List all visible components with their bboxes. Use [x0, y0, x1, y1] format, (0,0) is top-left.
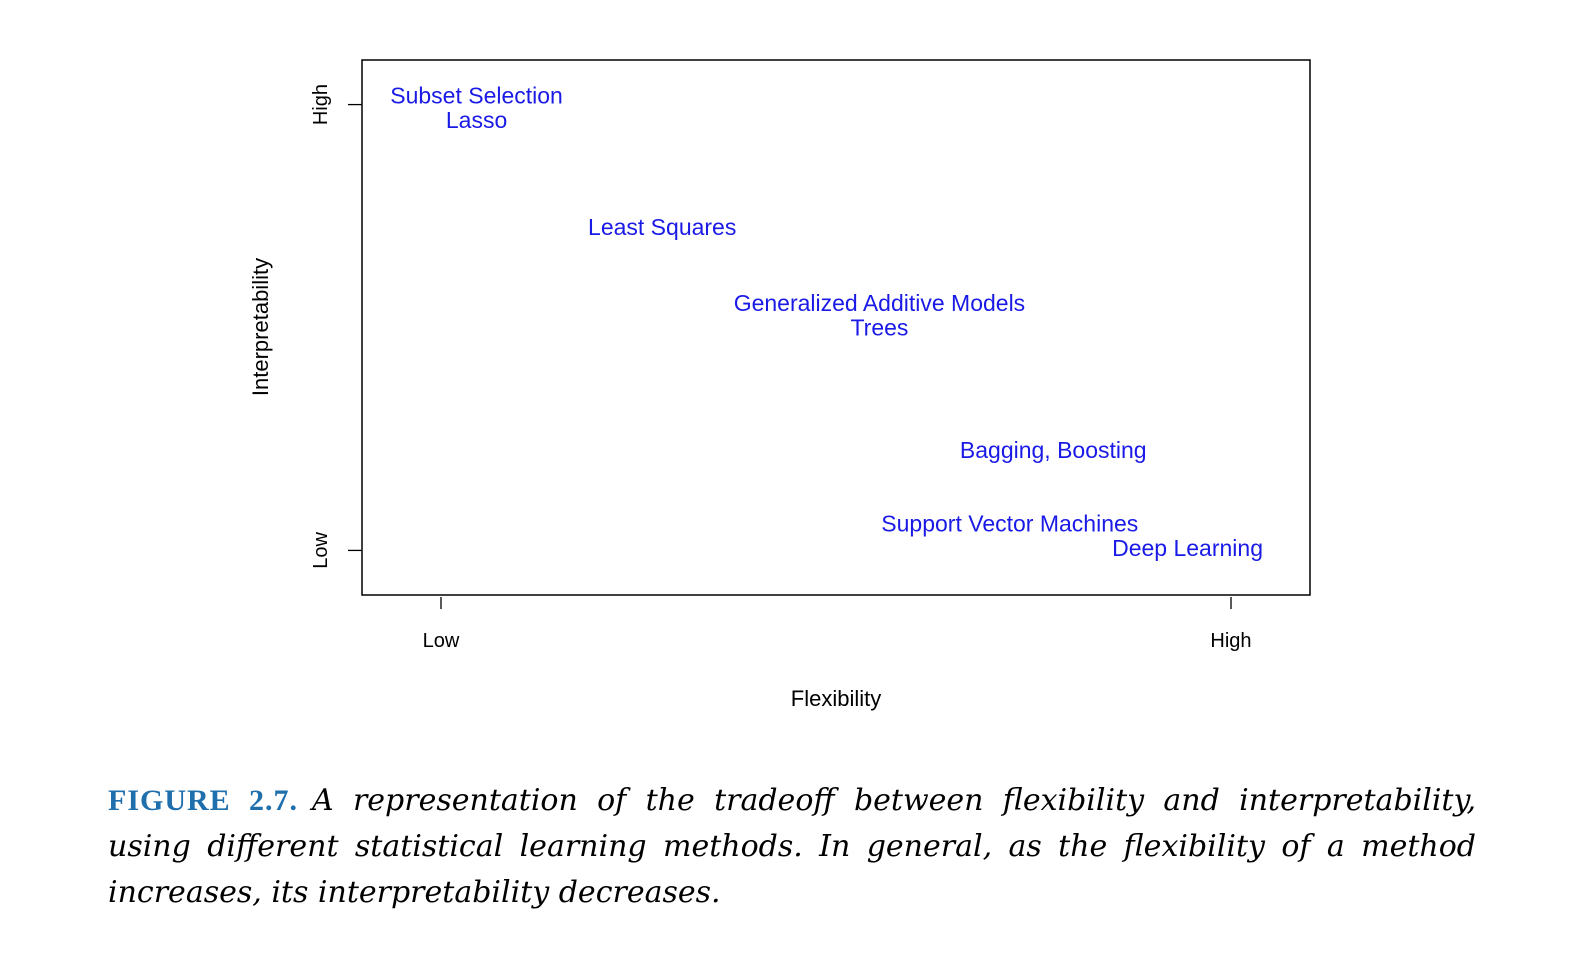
method-label: Generalized Additive Models: [734, 290, 1026, 316]
plot-frame: [361, 59, 1311, 596]
method-label: Deep Learning: [1112, 535, 1263, 561]
x-axis-title: Flexibility: [791, 686, 881, 711]
x-axis: Low High: [423, 597, 1252, 652]
y-axis: Low High: [310, 84, 362, 569]
method-label: Subset Selection: [390, 83, 563, 109]
figure-label: FIGURE 2.7.: [108, 784, 298, 817]
x-tick-label: High: [1210, 630, 1251, 652]
figure-caption: FIGURE 2.7. A representation of the trade…: [108, 778, 1476, 916]
method-label: Least Squares: [588, 214, 736, 240]
y-axis-title: Interpretability: [248, 258, 273, 396]
method-label: Bagging, Boosting: [960, 437, 1147, 463]
method-label: Lasso: [446, 107, 507, 133]
method-label: Trees: [850, 315, 908, 341]
method-label: Support Vector Machines: [881, 511, 1138, 537]
y-tick-label: Low: [310, 532, 332, 569]
caption-text: A representation of the tradeoff between…: [108, 783, 1476, 910]
x-tick-label: Low: [423, 630, 460, 652]
chart-svg: Low High Low High Flexibility Interpretabi…: [248, 59, 1311, 711]
y-tick-label: High: [310, 84, 332, 125]
